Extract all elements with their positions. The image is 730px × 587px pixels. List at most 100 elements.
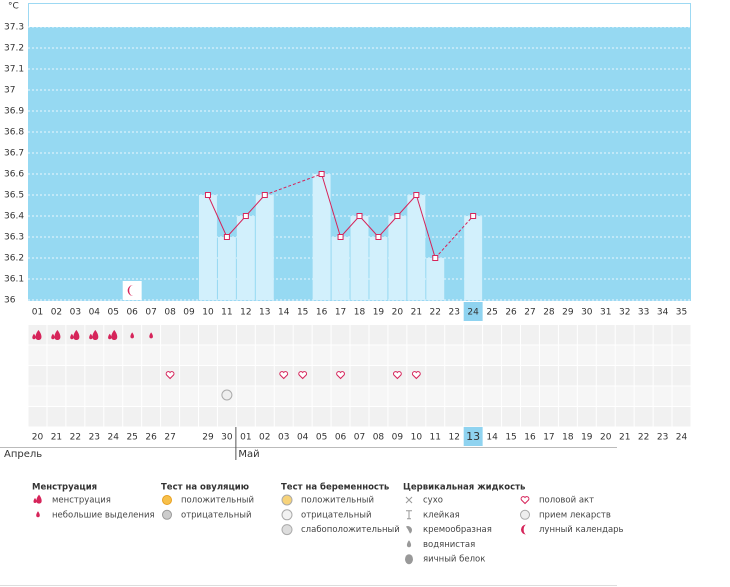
grid-cell — [483, 366, 502, 386]
grid-cell — [312, 366, 331, 386]
grid-cell — [350, 345, 369, 365]
grid-cell — [66, 345, 85, 365]
grid-cell — [28, 407, 47, 427]
grid-cell — [236, 345, 255, 365]
legend-icon — [406, 510, 412, 520]
grid-cell — [502, 386, 521, 406]
menstruation-icon — [108, 330, 118, 340]
intercourse-icon — [298, 371, 308, 380]
day-label: 21 — [411, 308, 422, 318]
day-label: 26 — [505, 308, 517, 318]
temperature-bar — [407, 195, 426, 300]
gap-connector — [434, 215, 474, 259]
temperature-point — [356, 213, 363, 219]
intercourse-icon — [393, 371, 402, 380]
grid-cell — [28, 345, 47, 365]
y-unit: °C — [8, 2, 19, 12]
month-label: Апрель — [4, 449, 42, 460]
date-label: 21 — [51, 433, 62, 443]
grid-cell — [293, 345, 312, 365]
day-label: 05 — [108, 308, 119, 318]
grid-cell — [142, 407, 161, 427]
grid-cell — [369, 386, 388, 406]
grid-cell — [369, 407, 388, 427]
date-label: 11 — [430, 433, 441, 443]
grid-cell — [634, 386, 653, 406]
grid-cell — [255, 407, 274, 427]
menstruation-icon — [51, 330, 61, 340]
grid-cell — [426, 407, 445, 427]
legend-title: Тест на овуляцию — [161, 483, 249, 493]
grid-cell — [577, 366, 596, 386]
grid-cell — [653, 386, 672, 406]
grid-cell — [180, 407, 198, 427]
grid-cell — [236, 386, 255, 406]
day-label: 32 — [619, 308, 630, 318]
day-label: 06 — [126, 308, 138, 318]
temperature-bar — [388, 216, 407, 300]
grid-cell — [161, 407, 180, 427]
grid-cell — [104, 345, 123, 365]
grid-cell — [596, 386, 615, 406]
y-tick-label: 37.1 — [4, 65, 24, 75]
grid-cell — [558, 345, 577, 365]
legend-label: клейкая — [423, 510, 460, 520]
day-label: 33 — [638, 308, 649, 318]
day-label: 35 — [676, 308, 687, 318]
grid-cell — [672, 407, 691, 427]
grid-cell — [407, 325, 426, 345]
temperature-bar — [331, 237, 350, 300]
grid-cell — [445, 325, 464, 345]
grid-cell — [407, 407, 426, 427]
legend-label: кремообразная — [423, 525, 492, 535]
day-label: 18 — [354, 308, 366, 318]
grid-cell — [464, 366, 483, 386]
grid-cell — [521, 386, 539, 406]
grid-cell — [388, 325, 407, 345]
date-label: 23 — [89, 433, 100, 443]
legend-title: Цервикальная жидкость — [403, 483, 525, 493]
grid-cell — [558, 386, 577, 406]
day-label: 14 — [278, 308, 290, 318]
grid-cell — [426, 345, 445, 365]
grid-cell — [558, 366, 577, 386]
grid-cell — [615, 345, 634, 365]
grid-cell — [198, 345, 217, 365]
day-label: 03 — [70, 308, 81, 318]
grid-cell — [464, 386, 483, 406]
grid-cell — [331, 345, 350, 365]
grid-cell — [28, 386, 47, 406]
grid-cell — [521, 407, 539, 427]
day-label: 13 — [259, 308, 270, 318]
date-label: 24 — [108, 433, 120, 443]
y-tick-label: 36.8 — [4, 128, 24, 138]
grid-cell — [445, 407, 464, 427]
grid-cell — [123, 407, 142, 427]
grid-cell — [634, 407, 653, 427]
grid-cell — [596, 325, 615, 345]
grid-cell — [615, 325, 634, 345]
grid-cell — [85, 345, 104, 365]
intercourse-icon — [279, 371, 289, 380]
grid-cell — [350, 386, 369, 406]
day-label: 08 — [164, 308, 176, 318]
legend-title: Менструация — [32, 483, 97, 493]
grid-cell — [634, 325, 653, 345]
grid-cell — [142, 386, 161, 406]
grid-cell — [558, 407, 577, 427]
grid-cell — [293, 407, 312, 427]
grid-cell — [350, 366, 369, 386]
grid-cell — [85, 366, 104, 386]
y-tick-label: 37 — [4, 86, 15, 96]
date-label: 22 — [638, 433, 649, 443]
temperature-bar — [369, 237, 388, 300]
legend-icon — [281, 509, 293, 521]
temperature-bar — [350, 216, 369, 300]
legend-icon — [405, 496, 413, 504]
grid-cell — [502, 366, 521, 386]
day-label: 34 — [657, 308, 669, 318]
highlight-date — [463, 427, 483, 446]
grid-cell — [274, 407, 293, 427]
grid-cell — [369, 325, 388, 345]
menstruation-icon — [32, 330, 42, 340]
